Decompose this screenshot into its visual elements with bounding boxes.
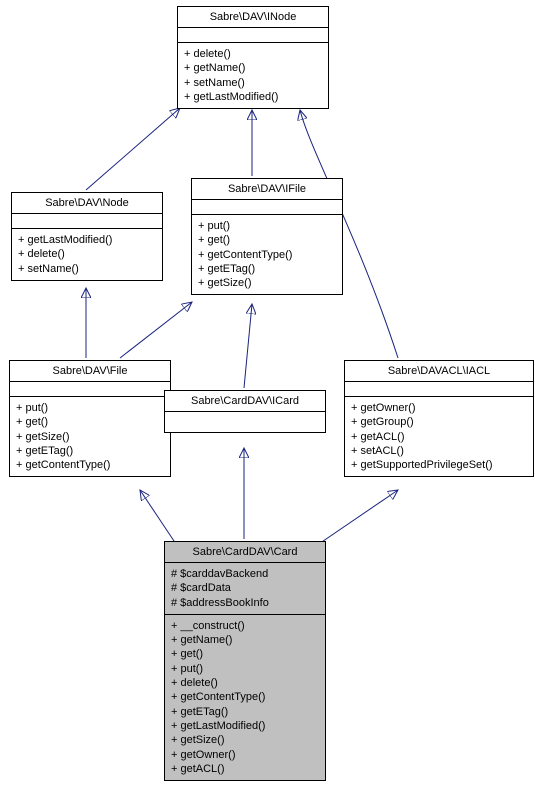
class-attributes-empty bbox=[192, 200, 342, 215]
class-methods: + delete()+ getName()+ setName()+ getLas… bbox=[178, 43, 328, 108]
class-title: Sabre\CardDAV\Card bbox=[165, 542, 325, 563]
class-method: + getName() bbox=[184, 61, 322, 75]
class-methods: + getLastModified()+ delete()+ setName() bbox=[12, 229, 162, 280]
class-method: + getContentType() bbox=[171, 690, 319, 704]
class-attributes-empty bbox=[165, 412, 325, 432]
class-method: + getETag() bbox=[16, 444, 164, 458]
class-method: + setACL() bbox=[351, 444, 527, 458]
uml-class-ifile: Sabre\DAV\IFile + put()+ get()+ getConten… bbox=[191, 178, 343, 295]
class-method: + getETag() bbox=[171, 705, 319, 719]
class-method: + getLastModified() bbox=[184, 90, 322, 104]
class-method: + getOwner() bbox=[351, 401, 527, 415]
class-method: + getSize() bbox=[171, 733, 319, 747]
class-method: + getSupportedPrivilegeSet() bbox=[351, 458, 527, 472]
class-title: Sabre\DAV\INode bbox=[178, 7, 328, 28]
class-method: + getETag() bbox=[198, 262, 336, 276]
class-method: + put() bbox=[16, 401, 164, 415]
class-attribute: # $cardData bbox=[171, 581, 319, 595]
inheritance-edge bbox=[244, 304, 252, 388]
class-title: Sabre\DAV\Node bbox=[12, 193, 162, 214]
class-methods: + put()+ get()+ getContentType()+ getETa… bbox=[192, 215, 342, 294]
class-method: + delete() bbox=[171, 676, 319, 690]
uml-class-inode: Sabre\DAV\INode + delete()+ getName()+ se… bbox=[177, 6, 329, 109]
class-attributes-empty bbox=[10, 382, 170, 397]
class-method: + getOwner() bbox=[171, 748, 319, 762]
class-method: + get() bbox=[198, 233, 336, 247]
class-method: + put() bbox=[198, 219, 336, 233]
class-method: + getSize() bbox=[16, 430, 164, 444]
class-method: + getLastModified() bbox=[171, 719, 319, 733]
class-method: + getLastModified() bbox=[18, 233, 156, 247]
class-method: + __construct() bbox=[171, 619, 319, 633]
class-title: Sabre\DAVACL\IACL bbox=[345, 361, 533, 382]
uml-class-iacl: Sabre\DAVACL\IACL + getOwner()+ getGroup(… bbox=[344, 360, 534, 477]
class-method: + getACL() bbox=[351, 430, 527, 444]
uml-class-node: Sabre\DAV\Node + getLastModified()+ delet… bbox=[11, 192, 163, 281]
class-attribute: # $carddavBackend bbox=[171, 567, 319, 581]
class-attributes-empty bbox=[345, 382, 533, 397]
uml-class-file: Sabre\DAV\File+ put()+ get()+ getSize()+… bbox=[9, 360, 171, 477]
class-method: + getSize() bbox=[198, 276, 336, 290]
class-method: + setName() bbox=[18, 262, 156, 276]
class-methods: + __construct()+ getName()+ get()+ put()… bbox=[165, 615, 325, 780]
class-title: Sabre\CardDAV\ICard bbox=[165, 391, 325, 412]
class-method: + getContentType() bbox=[198, 248, 336, 262]
class-method: + delete() bbox=[184, 47, 322, 61]
class-method: + getContentType() bbox=[16, 458, 164, 472]
uml-class-card: Sabre\CardDAV\Card# $carddavBackend# $ca… bbox=[164, 541, 326, 781]
uml-class-icard: Sabre\CardDAV\ICard bbox=[164, 390, 326, 433]
class-method: + getACL() bbox=[171, 762, 319, 776]
class-method: + delete() bbox=[18, 247, 156, 261]
class-method: + getGroup() bbox=[351, 415, 527, 429]
class-attribute: # $addressBookInfo bbox=[171, 596, 319, 610]
class-method: + get() bbox=[171, 647, 319, 661]
inheritance-edge bbox=[120, 302, 192, 358]
class-title: Sabre\DAV\IFile bbox=[192, 179, 342, 200]
class-method: + get() bbox=[16, 415, 164, 429]
class-title: Sabre\DAV\File bbox=[10, 361, 170, 382]
class-methods: + put()+ get()+ getSize()+ getETag()+ ge… bbox=[10, 397, 170, 476]
class-attributes-empty bbox=[12, 214, 162, 229]
class-methods: + getOwner()+ getGroup()+ getACL()+ setA… bbox=[345, 397, 533, 476]
class-method: + setName() bbox=[184, 76, 322, 90]
class-attributes-empty bbox=[178, 28, 328, 43]
class-method: + put() bbox=[171, 662, 319, 676]
inheritance-edge bbox=[86, 108, 180, 190]
class-method: + getName() bbox=[171, 633, 319, 647]
class-attributes: # $carddavBackend# $cardData# $addressBo… bbox=[165, 563, 325, 615]
